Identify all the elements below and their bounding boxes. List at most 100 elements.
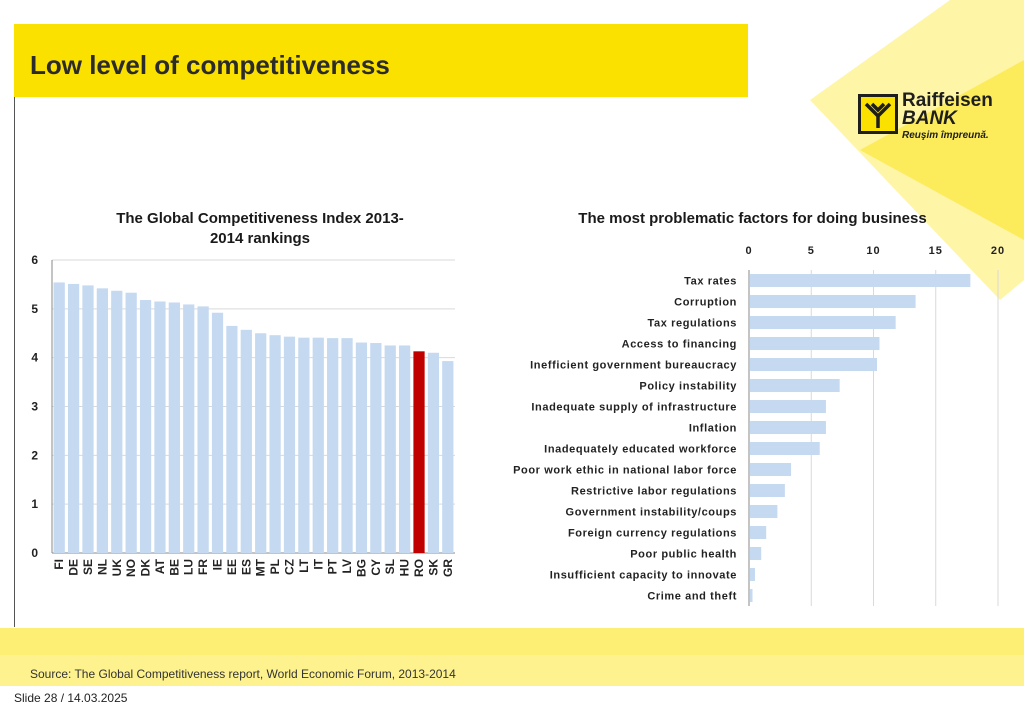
bar-factor (750, 336, 880, 351)
category-label: Inadequately educated workforce (544, 444, 737, 456)
x-tick-label: 10 (866, 245, 880, 257)
bar-se (82, 285, 94, 553)
y-tick-label: 2 (31, 448, 38, 462)
raiffeisen-gable-icon (858, 94, 898, 134)
bar-factor (750, 546, 762, 561)
bar-lv (341, 338, 353, 553)
x-tick-label: GR (441, 559, 455, 577)
bar-factor (750, 588, 753, 603)
x-tick-label: BG (354, 559, 368, 577)
bar-factor (750, 273, 971, 288)
chart1-title-line1: The Global Competitiveness Index 2013- (116, 210, 404, 227)
bar-gr (442, 361, 454, 553)
logo-brand-bank: BANK (902, 108, 957, 129)
page-title: Low level of competitiveness (30, 50, 390, 80)
yellow-accent-glow (860, 60, 1024, 240)
logo-brand-name: Raiffeisen (902, 90, 993, 111)
x-tick-label: EE (225, 559, 239, 575)
category-label: Policy instability (639, 381, 737, 393)
y-tick-label: 0 (31, 546, 38, 560)
bar-factor (750, 420, 826, 435)
bar-factor (750, 462, 792, 477)
x-tick-label: SE (81, 559, 95, 575)
bar-factor (750, 378, 840, 393)
bar-pl (269, 335, 281, 553)
category-label: Inefficient government bureaucracy (530, 360, 737, 372)
category-label: Tax regulations (648, 318, 737, 330)
bar-fr (197, 306, 209, 553)
category-label: Restrictive labor regulations (571, 486, 737, 498)
bottom-yellow-band-light (0, 655, 1024, 686)
bar-de (67, 283, 80, 553)
bar-es (240, 329, 252, 553)
bar-it (312, 337, 324, 553)
category-label: Tax rates (684, 276, 737, 288)
bar-pt (327, 338, 339, 553)
logo-tagline: Reuşim împreună. (902, 130, 989, 141)
x-tick-label: SL (383, 559, 397, 574)
bar-factor (750, 399, 826, 414)
problematic-factors-chart: 0 5 10 15 20 Tax rates Corruption Tax regulatio… (513, 245, 1005, 606)
category-label: Inadequate supply of infrastructure (531, 402, 737, 414)
bar-cy (370, 343, 382, 553)
bar-ee (226, 325, 238, 553)
bar-factor (750, 441, 820, 456)
x-tick-label: ES (239, 559, 253, 575)
category-label: Insufficient capacity to innovate (550, 570, 737, 582)
category-label: Corruption (674, 297, 737, 309)
y-tick-label: 5 (31, 302, 38, 316)
bar-cz (283, 336, 296, 553)
x-tick-label: NL (95, 559, 109, 575)
bar-factor (750, 504, 778, 519)
category-label: Crime and theft (647, 591, 737, 603)
x-tick-label: LU (182, 559, 196, 575)
bar-sl (384, 345, 396, 553)
bar-hu (399, 345, 411, 553)
y-tick-label: 1 (31, 497, 38, 511)
bar-ro (413, 351, 425, 553)
category-label: Poor work ethic in national labor force (513, 465, 737, 477)
x-tick-label: DK (139, 559, 153, 577)
x-tick-label: CY (369, 559, 383, 576)
x-tick-label: 0 (745, 245, 752, 257)
bar-factor (750, 567, 755, 582)
x-tick-label: IT (311, 558, 325, 569)
x-tick-label: BE (167, 559, 181, 576)
y-tick-label: 6 (31, 253, 38, 267)
x-tick-label: UK (110, 559, 124, 577)
bar-at (154, 301, 166, 553)
x-tick-label: SK (426, 559, 440, 576)
bar-factor (750, 483, 785, 498)
bar-bg (355, 342, 368, 553)
chart1-title-line2: 2014 rankings (209, 230, 311, 247)
raiffeisen-logo: Raiffeisen BANK Reuşim împreună. (858, 90, 1008, 150)
bar-lt (298, 337, 310, 553)
category-label: Government instability/coups (566, 507, 737, 519)
left-divider-line (14, 97, 15, 627)
chart2-title: The most problematic factors for doing b… (578, 210, 927, 227)
x-tick-label: HU (398, 559, 412, 576)
x-tick-label: MT (254, 558, 268, 576)
category-label: Access to financing (622, 339, 737, 351)
chart1-title: The Global Competitiveness Index 2013- 2… (80, 210, 440, 247)
bar-sk (427, 352, 440, 553)
x-tick-label: LT (297, 558, 311, 572)
x-tick-label: 20 (991, 245, 1005, 257)
category-label: Foreign currency regulations (568, 528, 737, 540)
slide-footer: Slide 28 / 14.03.2025 (14, 691, 128, 705)
x-tick-label: CZ (282, 559, 296, 575)
bar-uk (111, 290, 123, 553)
bar-mt (255, 333, 267, 553)
x-tick-label: PL (268, 559, 282, 574)
bar-factor (750, 294, 916, 309)
yellow-accent-shape-right (810, 0, 1024, 300)
bar-be (168, 302, 180, 553)
bar-ie (211, 312, 224, 553)
x-tick-label: FR (196, 559, 210, 575)
bar-fi (53, 282, 65, 553)
bar-lu (183, 304, 195, 553)
bar-nl (96, 288, 108, 553)
x-tick-label: 15 (929, 245, 943, 257)
